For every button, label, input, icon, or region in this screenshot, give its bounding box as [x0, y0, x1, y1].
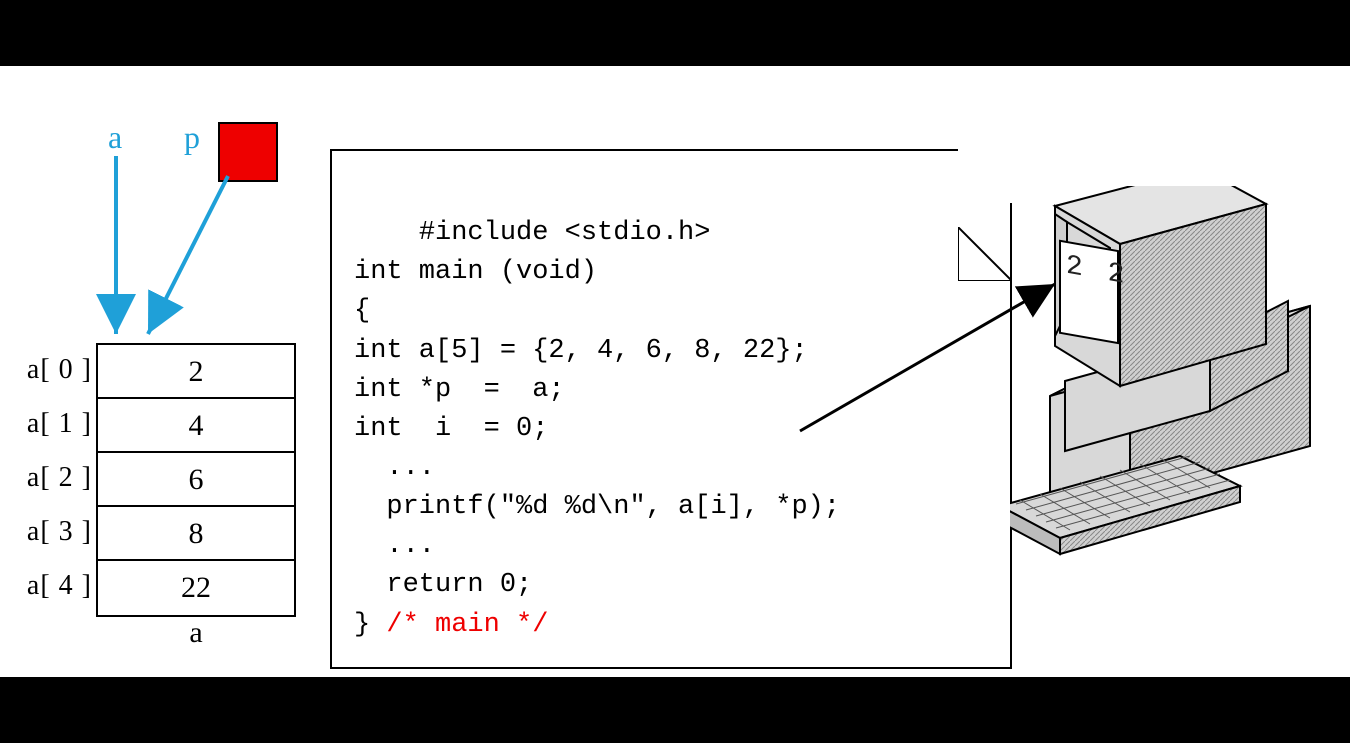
array-index-4: a[ 4 ]: [20, 559, 92, 613]
code-line-2: {: [354, 296, 370, 326]
code-line-5: int i = 0;: [354, 414, 548, 444]
array-name-label: a: [96, 616, 296, 650]
pointer-a-label: a: [108, 119, 122, 156]
code-line-9: return 0;: [354, 570, 532, 600]
array-cell-3: 8: [98, 507, 294, 561]
code-closing-brace: }: [354, 610, 370, 640]
code-line-6: ...: [354, 453, 435, 483]
code-sheet: #include <stdio.h> int main (void) { int…: [330, 149, 1012, 669]
letterbox-bottom: [0, 677, 1350, 743]
code-line-0: #include <stdio.h>: [419, 218, 711, 248]
array-cell-1: 4: [98, 399, 294, 453]
code-line-8: ...: [354, 531, 435, 561]
array-index-1: a[ 1 ]: [20, 397, 92, 451]
array-cell-0: 2: [98, 345, 294, 399]
letterbox-top: [0, 0, 1350, 66]
code-closing-comment: /* main */: [370, 610, 548, 640]
array-index-0: a[ 0 ]: [20, 343, 92, 397]
array-cell-2: 6: [98, 453, 294, 507]
red-memory-box: [218, 122, 278, 182]
code-line-1: int main (void): [354, 257, 597, 287]
page-fold-icon: [958, 149, 1012, 203]
arrow-p: [148, 176, 228, 334]
code-line-4: int *p = a;: [354, 375, 565, 405]
diagram-content: a p a[ 0 ] a[ 1 ] a[ 2 ] a[ 3 ] a[ 4 ] 2…: [0, 66, 1350, 677]
array-index-labels: a[ 0 ] a[ 1 ] a[ 2 ] a[ 3 ] a[ 4 ]: [20, 343, 92, 613]
array-table: 2 4 6 8 22: [96, 343, 296, 617]
code-line-3: int a[5] = {2, 4, 6, 8, 22};: [354, 336, 808, 366]
array-index-2: a[ 2 ]: [20, 451, 92, 505]
code-line-7: printf("%d %d\n", a[i], *p);: [354, 492, 840, 522]
computer-icon: 2 2: [1010, 186, 1340, 586]
pointer-p-label: p: [184, 119, 200, 156]
array-cell-4: 22: [98, 561, 294, 615]
array-index-3: a[ 3 ]: [20, 505, 92, 559]
